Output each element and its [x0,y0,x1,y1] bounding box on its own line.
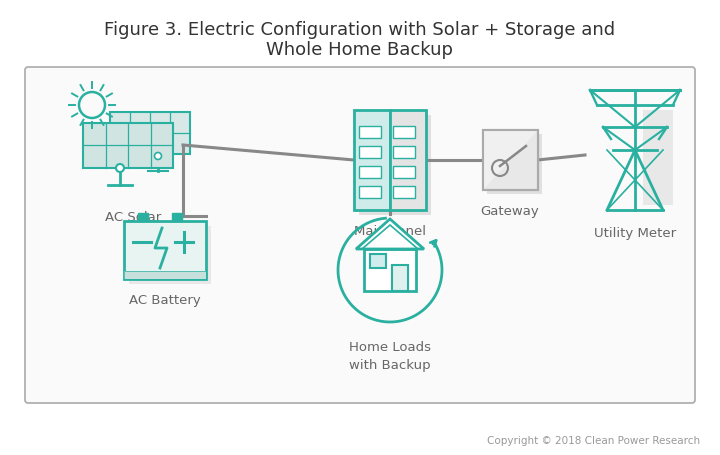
Bar [370,254,386,268]
Text: Home Loads
with Backup: Home Loads with Backup [349,340,431,371]
Text: AC Solar: AC Solar [105,211,161,223]
Text: AC Battery: AC Battery [129,293,201,306]
Bar [482,131,538,191]
FancyBboxPatch shape [25,68,695,403]
FancyBboxPatch shape [110,113,190,155]
Polygon shape [482,131,538,191]
Bar [393,127,415,139]
Text: Copyright © 2018 Clean Power Research: Copyright © 2018 Clean Power Research [487,435,700,445]
Bar [393,147,415,159]
Circle shape [155,153,161,160]
Bar [364,249,416,291]
FancyBboxPatch shape [129,227,211,284]
Bar [359,116,431,216]
Bar [392,265,408,291]
Text: Whole Home Backup: Whole Home Backup [266,41,454,59]
Text: Utility Meter: Utility Meter [594,227,676,239]
Polygon shape [356,219,424,249]
Bar [393,167,415,179]
Bar [487,135,541,195]
FancyBboxPatch shape [124,271,206,279]
Bar [390,111,426,211]
Text: Gateway: Gateway [481,205,539,217]
Polygon shape [643,111,673,206]
Text: Main Panel: Main Panel [354,224,426,238]
Bar [359,167,381,179]
Bar [393,187,415,198]
Circle shape [116,165,124,172]
Bar [482,131,538,191]
Bar [359,127,381,139]
FancyBboxPatch shape [124,222,206,279]
FancyBboxPatch shape [83,123,173,168]
Bar [354,111,390,211]
Text: Figure 3. Electric Configuration with Solar + Storage and: Figure 3. Electric Configuration with So… [104,21,616,39]
Bar [138,213,148,222]
Bar [172,213,182,222]
Bar [359,147,381,159]
Bar [359,187,381,198]
